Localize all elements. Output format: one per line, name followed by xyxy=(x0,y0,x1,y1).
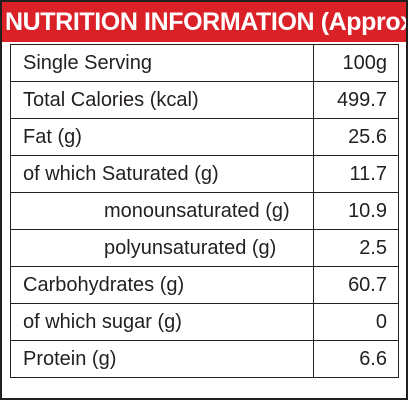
nutrient-label: Fat (g) xyxy=(10,118,314,156)
table-row: monounsaturated (g) 10.9 xyxy=(10,192,399,230)
nutrient-value: 10.9 xyxy=(313,192,399,230)
nutrient-label: polyunsaturated (g) xyxy=(10,229,314,267)
nutrient-label: of which sugar (g) xyxy=(10,303,314,341)
nutrient-value: 499.7 xyxy=(313,81,399,119)
table-row: polyunsaturated (g) 2.5 xyxy=(10,229,399,267)
panel-title: NUTRITION INFORMATION (Approx) xyxy=(2,2,406,42)
nutrient-label: Protein (g) xyxy=(10,340,314,378)
table-row: Single Serving 100g xyxy=(10,44,399,82)
table-row: Fat (g) 25.6 xyxy=(10,118,399,156)
nutrition-table: Single Serving 100g Total Calories (kcal… xyxy=(10,44,399,378)
table-row: of which Saturated (g) 11.7 xyxy=(10,155,399,193)
nutrient-label: Carbohydrates (g) xyxy=(10,266,314,304)
nutrient-value: 100g xyxy=(313,44,399,82)
nutrient-label: Single Serving xyxy=(10,44,314,82)
nutrient-value: 25.6 xyxy=(313,118,399,156)
table-row: of which sugar (g) 0 xyxy=(10,303,399,341)
nutrient-label: Total Calories (kcal) xyxy=(10,81,314,119)
nutrient-label: of which Saturated (g) xyxy=(10,155,314,193)
nutrient-value: 11.7 xyxy=(313,155,399,193)
nutrient-value: 2.5 xyxy=(313,229,399,267)
nutrient-value: 60.7 xyxy=(313,266,399,304)
nutrient-value: 6.6 xyxy=(313,340,399,378)
table-row: Total Calories (kcal) 499.7 xyxy=(10,81,399,119)
table-row: Carbohydrates (g) 60.7 xyxy=(10,266,399,304)
nutrient-value: 0 xyxy=(313,303,399,341)
nutrient-label: monounsaturated (g) xyxy=(10,192,314,230)
table-row: Protein (g) 6.6 xyxy=(10,340,399,378)
